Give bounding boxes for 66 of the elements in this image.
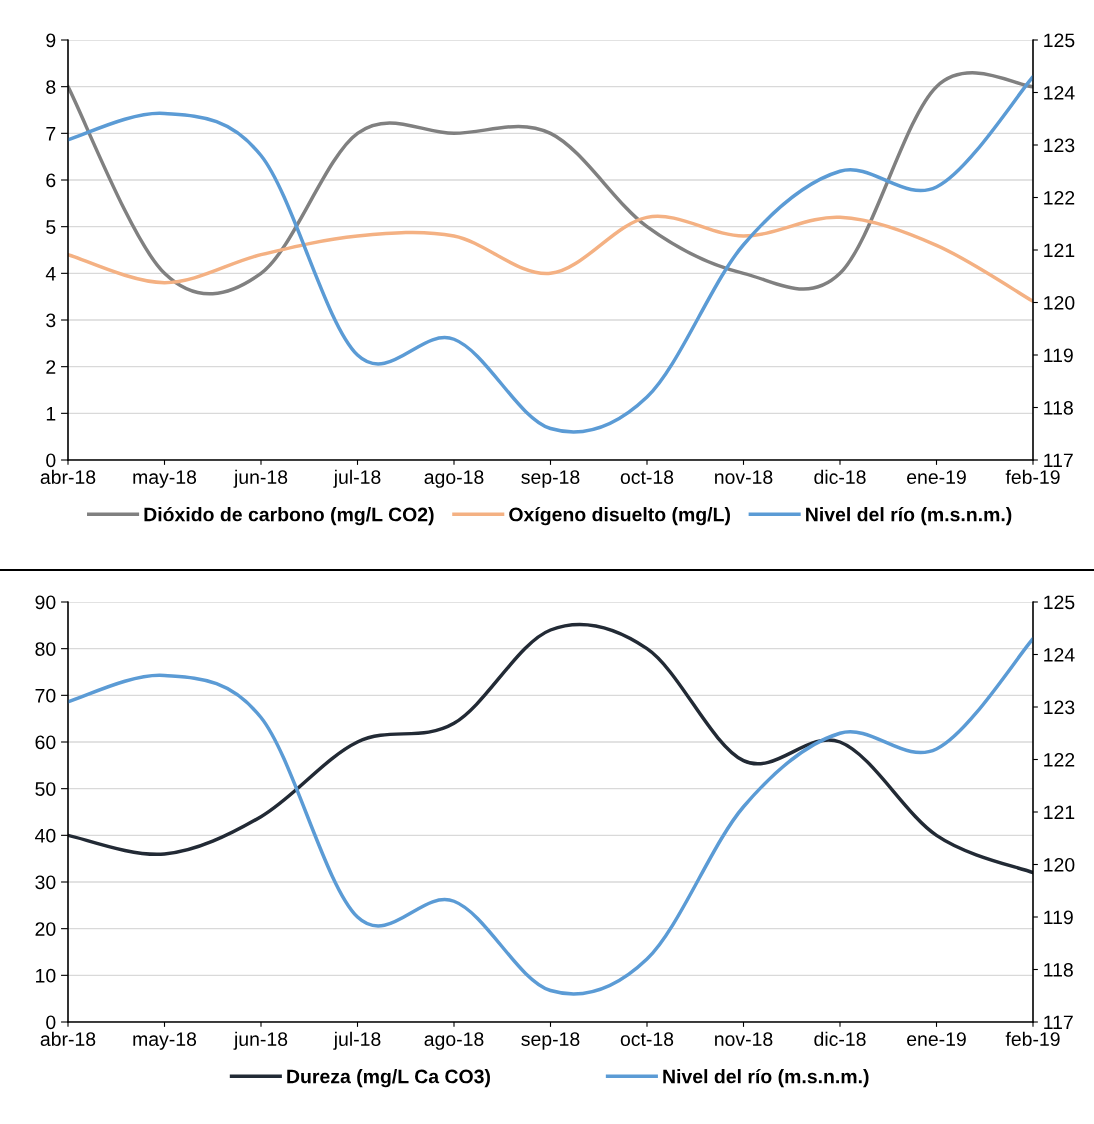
y2-tick-label: 119 — [1044, 910, 1073, 925]
y-tick-label: 0 — [46, 1015, 56, 1030]
x-tick-label: ene-19 — [907, 1032, 966, 1046]
y2-tick-label: 124 — [1044, 647, 1075, 662]
x-tick-label: jun-18 — [233, 469, 288, 488]
x-tick-label: may-18 — [133, 1032, 197, 1050]
y-tick-label: 30 — [35, 875, 56, 890]
x-tick-label: oct-18 — [620, 470, 674, 484]
x-tick-label: may-18 — [133, 470, 197, 488]
y2-tick-label: 120 — [1044, 857, 1075, 872]
y-tick-label: 8 — [46, 80, 56, 94]
x-tick-label: abr-18 — [40, 1031, 96, 1046]
x-tick-label: sep-18 — [521, 470, 580, 488]
y-tick-label: 9 — [46, 33, 56, 48]
y-tick-label: 4 — [45, 267, 56, 281]
y-tick-label: 7 — [46, 127, 56, 141]
x-tick-label: jul-18 — [333, 1031, 381, 1050]
y2-tick-label: 117 — [1044, 1015, 1073, 1030]
y2-tick-label: 124 — [1044, 85, 1075, 100]
y2-tick-label: 121 — [1044, 243, 1075, 258]
y2-tick-label: 118 — [1044, 962, 1073, 977]
y2-tick-label: 120 — [1044, 295, 1075, 310]
y2-tick-label: 122 — [1044, 752, 1075, 767]
x-tick-label: feb-19 — [1005, 469, 1060, 484]
y2-tick-label: 121 — [1044, 805, 1075, 820]
y-tick-label: 70 — [35, 688, 56, 703]
y2-tick-label: 125 — [1044, 595, 1075, 610]
y-tick-label: 40 — [35, 828, 56, 843]
legend-label: Oxígeno disuelto (mg/L) — [509, 506, 730, 526]
line-series — [68, 214, 1033, 304]
y-tick-label: 10 — [36, 968, 56, 983]
y2-tick-label: 118 — [1044, 400, 1073, 415]
x-tick-label: oct-18 — [620, 1032, 674, 1046]
x-tick-label: jun-18 — [233, 1031, 288, 1050]
y-tick-label: 90 — [35, 595, 56, 610]
y-tick-label: 1 — [46, 407, 56, 421]
x-tick-label: dic-18 — [814, 469, 866, 484]
y-tick-label: 2 — [46, 360, 56, 374]
y-tick-label: 80 — [35, 642, 56, 656]
x-tick-label: jul-18 — [333, 469, 381, 488]
x-tick-label: feb-19 — [1005, 1031, 1060, 1046]
x-tick-label: ene-19 — [907, 470, 966, 484]
y-tick-label: 20 — [35, 922, 56, 936]
x-tick-label: nov-18 — [715, 470, 773, 484]
y-tick-label: 5 — [46, 220, 56, 234]
legend-label: Dureza (mg/L Ca CO3) — [287, 1069, 490, 1088]
y2-tick-label: 125 — [1044, 33, 1075, 48]
y2-tick-label: 123 — [1044, 700, 1075, 715]
y2-tick-label: 123 — [1044, 138, 1075, 153]
y-tick-label: 60 — [35, 735, 56, 750]
y-tick-label: 3 — [46, 313, 56, 328]
x-tick-label: nov-18 — [715, 1032, 773, 1046]
legend-label: Dióxido de carbono (mg/L CO2) — [144, 506, 434, 526]
y-tick-label: 0 — [46, 453, 56, 468]
x-tick-label: dic-18 — [814, 1031, 866, 1046]
x-tick-label: abr-18 — [40, 469, 96, 484]
legend-label: Nivel del río (m.s.n.m.) — [806, 506, 1012, 526]
y-tick-label: 6 — [46, 173, 56, 188]
y2-tick-label: 122 — [1044, 190, 1075, 205]
legend-label: Nivel del río (m.s.n.m.) — [663, 1068, 869, 1088]
x-tick-label: ago-18 — [424, 1032, 484, 1050]
y2-tick-label: 119 — [1044, 348, 1073, 363]
y2-tick-label: 117 — [1044, 453, 1073, 468]
x-tick-label: sep-18 — [521, 1032, 580, 1050]
y-tick-label: 50 — [35, 782, 56, 796]
x-tick-label: ago-18 — [424, 470, 484, 488]
